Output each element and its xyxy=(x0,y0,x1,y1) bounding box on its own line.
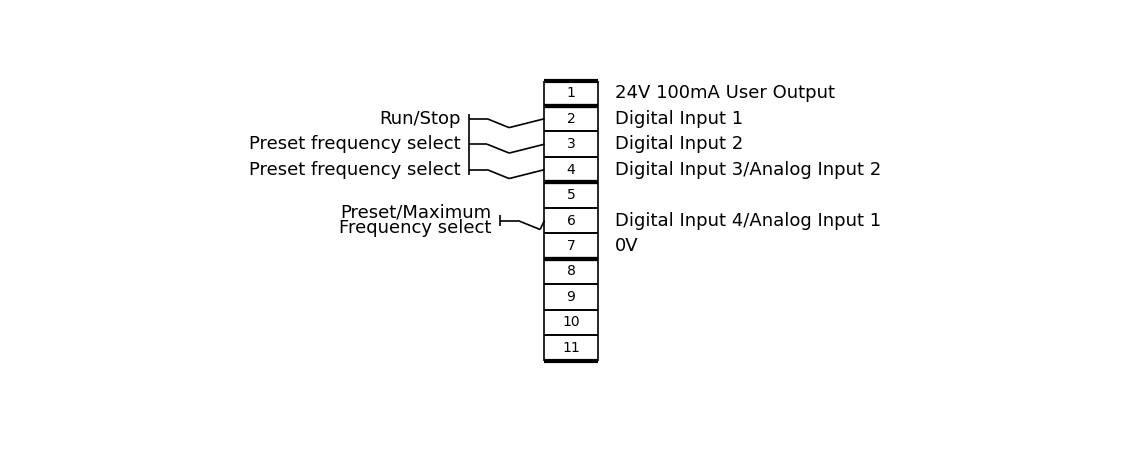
Text: 3: 3 xyxy=(567,137,576,151)
Text: Frequency select: Frequency select xyxy=(339,219,491,237)
Text: 10: 10 xyxy=(562,315,580,329)
Text: 8: 8 xyxy=(567,265,576,279)
Text: 9: 9 xyxy=(567,290,576,304)
Text: Preset frequency select: Preset frequency select xyxy=(249,161,461,178)
Text: 5: 5 xyxy=(567,188,576,202)
Text: 0V: 0V xyxy=(616,237,638,255)
Text: 11: 11 xyxy=(562,341,580,355)
Text: Digital Input 2: Digital Input 2 xyxy=(616,135,743,153)
Text: Digital Input 3/Analog Input 2: Digital Input 3/Analog Input 2 xyxy=(616,161,881,178)
Text: Digital Input 1: Digital Input 1 xyxy=(616,110,743,128)
Text: Preset frequency select: Preset frequency select xyxy=(249,135,461,153)
Text: 7: 7 xyxy=(567,239,576,253)
Text: Digital Input 4/Analog Input 1: Digital Input 4/Analog Input 1 xyxy=(616,212,881,230)
Text: 6: 6 xyxy=(567,213,576,227)
Text: 1: 1 xyxy=(567,86,576,100)
Text: Run/Stop: Run/Stop xyxy=(380,110,461,128)
Text: 24V 100mA User Output: 24V 100mA User Output xyxy=(616,84,836,102)
Text: 4: 4 xyxy=(567,163,576,177)
Text: Preset/Maximum: Preset/Maximum xyxy=(341,204,491,222)
Text: 2: 2 xyxy=(567,112,576,126)
